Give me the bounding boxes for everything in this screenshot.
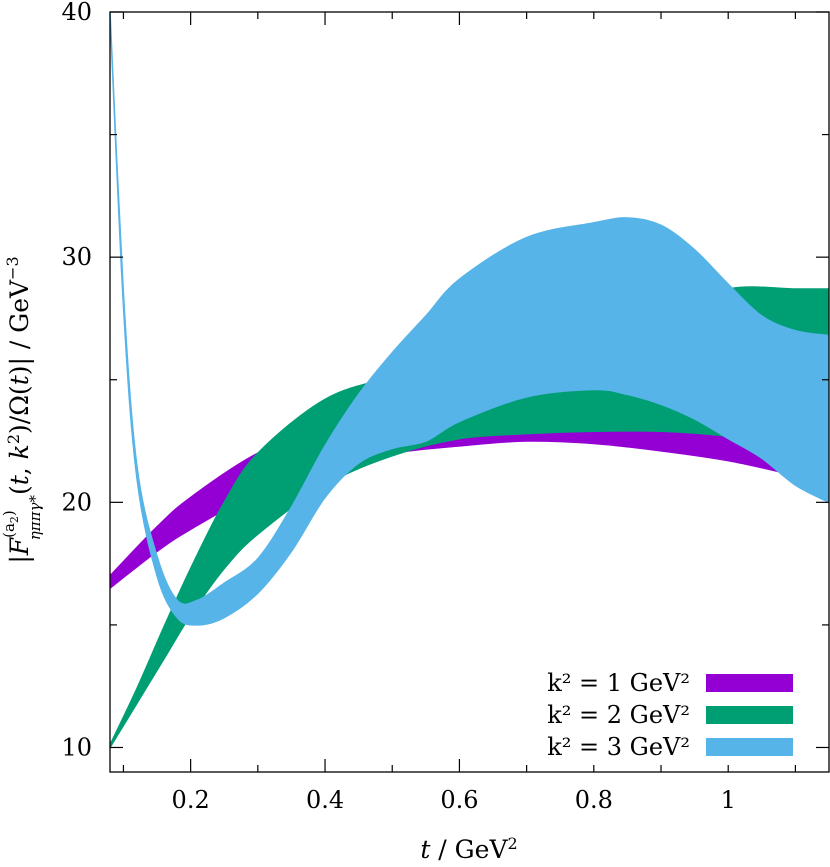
legend-swatch-2 <box>706 706 793 724</box>
y-tick-label: 20 <box>61 488 92 516</box>
x-tick-label: 0.8 <box>575 786 613 814</box>
x-ticks: 0.2 0.4 0.6 0.8 1 <box>122 12 797 814</box>
legend-swatch-1 <box>706 674 793 692</box>
x-tick-label: 0.6 <box>440 786 478 814</box>
plot-frame <box>109 11 830 773</box>
legend-label-2: k² = 2 GeV² <box>547 701 690 729</box>
x-tick-label: 0.4 <box>306 786 344 814</box>
legend: k² = 1 GeV² k² = 2 GeV² k² = 3 GeV² <box>547 669 793 761</box>
bands-layer <box>110 12 829 749</box>
y-tick-label: 30 <box>61 243 92 271</box>
y-tick-label: 40 <box>61 0 92 26</box>
legend-swatch-3 <box>706 738 793 756</box>
y-axis-label: |F(a2) ηππγ*(t, k2)/Ω(t)| / GeV−3 <box>0 256 44 563</box>
y-tick-label: 10 <box>61 733 92 761</box>
x-axis-label: t / GeV2 <box>420 834 517 865</box>
plot-border <box>109 11 830 773</box>
x-tick-label: 0.2 <box>172 786 210 814</box>
band-series-3 <box>110 12 829 626</box>
legend-label-3: k² = 3 GeV² <box>547 733 690 761</box>
y-ticks: 10 20 30 40 <box>61 0 829 761</box>
x-tick-label: 1 <box>721 786 736 814</box>
legend-label-1: k² = 1 GeV² <box>547 669 690 697</box>
